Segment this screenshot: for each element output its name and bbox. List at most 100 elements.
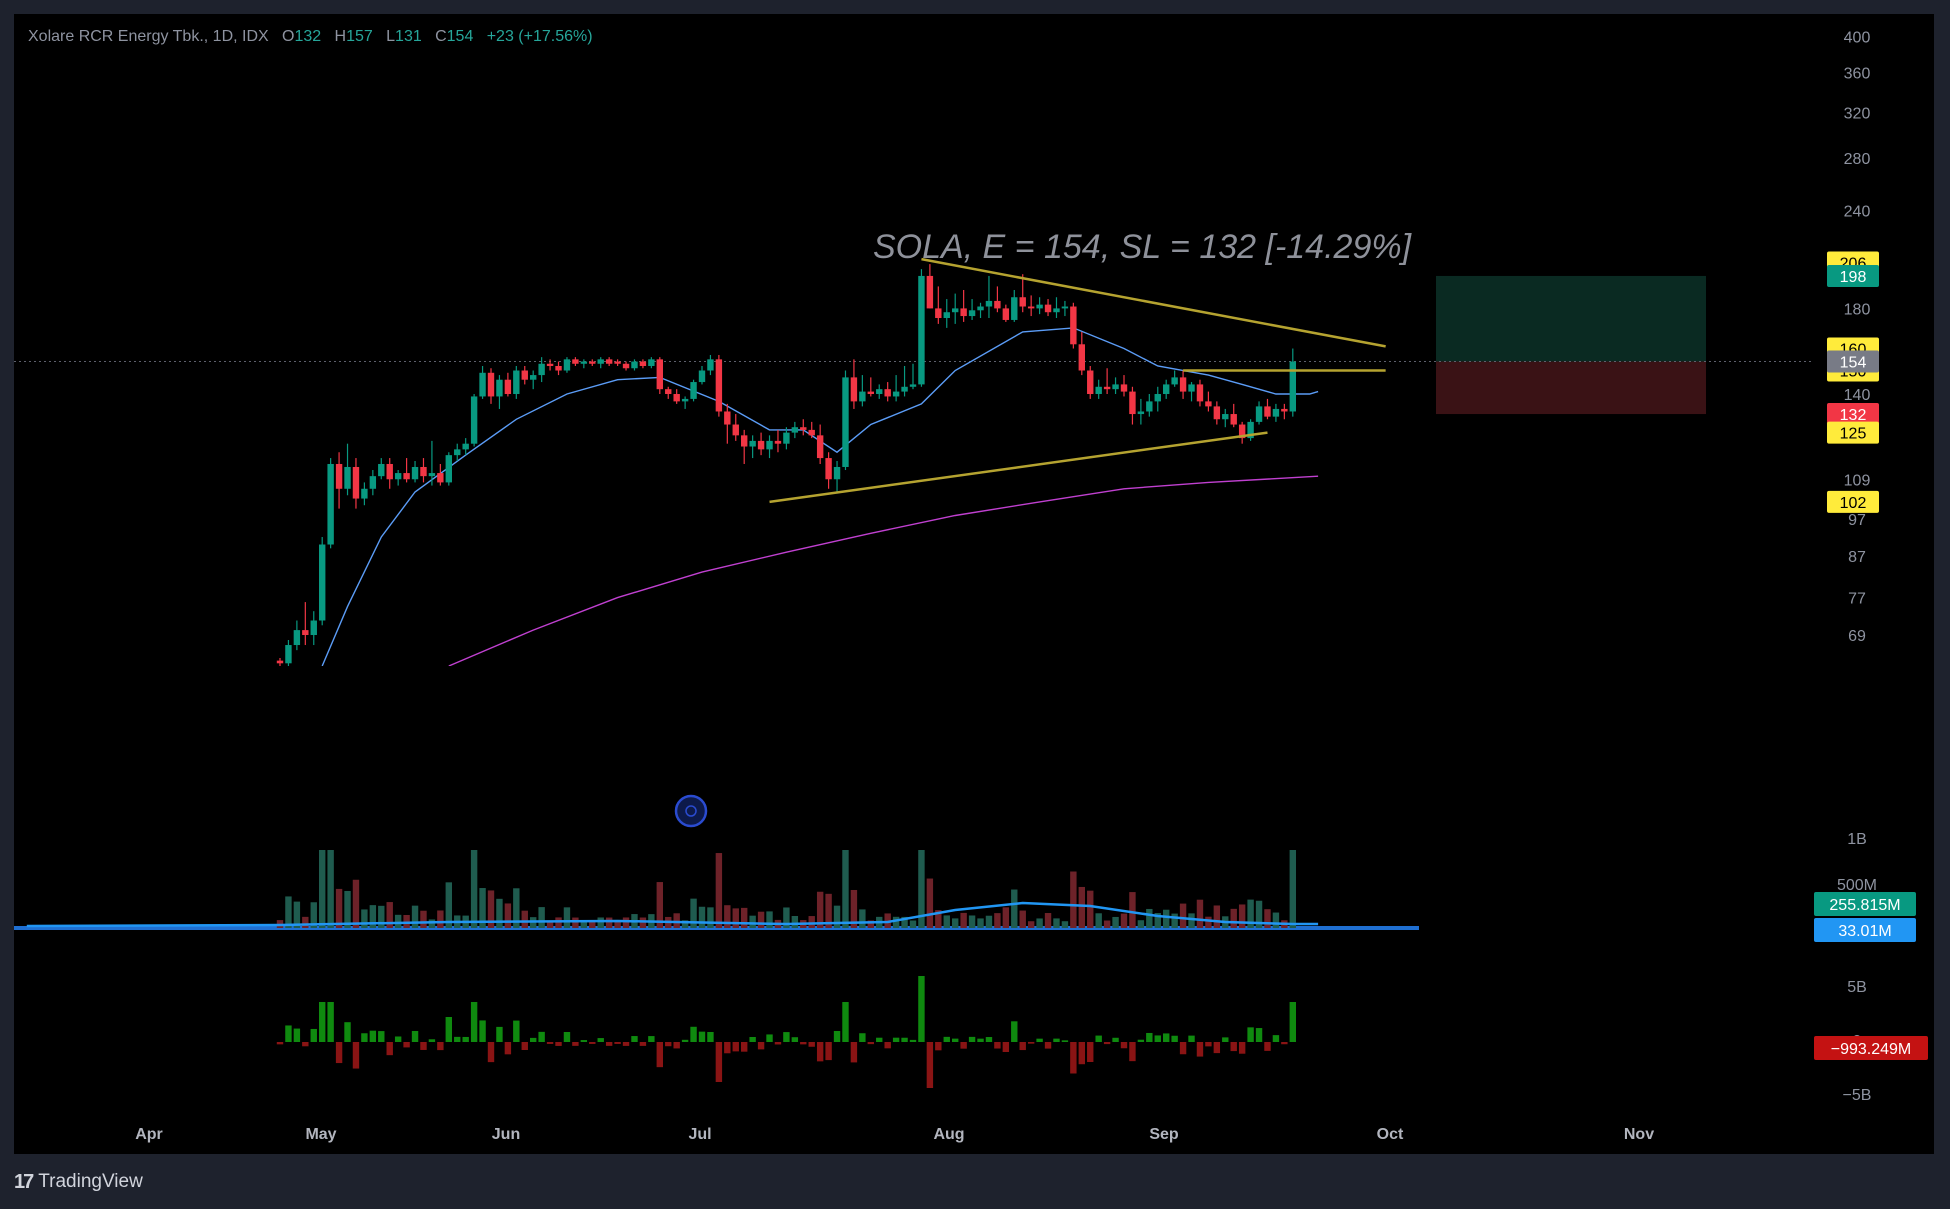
candle-body[interactable] [952, 308, 959, 313]
candle-body[interactable] [1281, 408, 1288, 412]
candle-body[interactable] [546, 363, 554, 366]
candle-body[interactable] [1146, 401, 1153, 412]
candle-body[interactable] [985, 300, 993, 307]
candle-body[interactable] [1179, 377, 1187, 392]
candle-body[interactable] [1078, 344, 1085, 371]
candle-body[interactable] [335, 463, 343, 489]
candle-body[interactable] [1238, 424, 1246, 439]
candle-body[interactable] [681, 398, 689, 402]
candle-body[interactable] [977, 306, 984, 311]
candle-body[interactable] [622, 363, 630, 369]
candle-body[interactable] [766, 440, 773, 450]
candle-body[interactable] [800, 427, 807, 430]
candle-body[interactable] [352, 466, 360, 499]
candle-body[interactable] [884, 389, 891, 397]
candle-body[interactable] [428, 473, 436, 477]
candle-body[interactable] [1011, 297, 1018, 320]
chart-frame[interactable]: SOLA, E = 154, SL = 132 [-14.29%] 400 360 3… [14, 14, 1934, 1154]
candle-body[interactable] [808, 429, 815, 436]
candle-body[interactable] [597, 359, 604, 364]
candle-body[interactable] [504, 379, 512, 395]
candle-body[interactable] [420, 466, 427, 477]
candle-body[interactable] [757, 440, 765, 450]
candle-body[interactable] [960, 308, 967, 317]
candle-body[interactable] [302, 630, 309, 636]
candle-body[interactable] [665, 389, 672, 395]
candle-body[interactable] [994, 300, 1001, 309]
candle-body[interactable] [631, 361, 638, 369]
candle-body[interactable] [1070, 306, 1077, 345]
candle-body[interactable] [530, 375, 537, 380]
candle-body[interactable] [1272, 408, 1280, 417]
chart-canvas[interactable]: SOLA, E = 154, SL = 132 [-14.29%] 400 360 3… [14, 14, 1934, 1154]
candle-body[interactable] [394, 473, 402, 480]
candle-body[interactable] [1103, 386, 1111, 390]
candle-body[interactable] [403, 473, 410, 480]
candle-body[interactable] [1120, 384, 1128, 392]
candle-body[interactable] [513, 370, 520, 395]
candle-body[interactable] [605, 359, 613, 364]
candle-body[interactable] [1213, 406, 1221, 420]
candle-body[interactable] [1087, 370, 1094, 395]
candle-body[interactable] [968, 310, 976, 317]
candle-body[interactable] [293, 630, 301, 646]
candle-body[interactable] [361, 488, 368, 499]
candle-body[interactable] [445, 455, 452, 483]
candle-body[interactable] [521, 370, 528, 380]
candle-body[interactable] [580, 361, 588, 364]
candle-body[interactable] [378, 463, 385, 477]
candle-body[interactable] [1019, 297, 1026, 307]
candle-body[interactable] [327, 463, 334, 545]
candle-body[interactable] [1095, 386, 1102, 395]
candle-body[interactable] [1205, 401, 1212, 407]
candle-body[interactable] [909, 384, 917, 387]
candle-body[interactable] [1129, 391, 1136, 415]
candle-body[interactable] [1247, 421, 1254, 439]
candle-body[interactable] [454, 449, 461, 456]
candle-body[interactable] [589, 361, 596, 364]
candle-body[interactable] [1053, 308, 1060, 313]
candle-body[interactable] [833, 466, 841, 480]
candle-body[interactable] [1188, 384, 1195, 392]
candle-body[interactable] [656, 359, 663, 390]
candle-body[interactable] [1027, 306, 1035, 309]
candle-body[interactable] [774, 440, 782, 444]
brand-name[interactable]: TradingView [38, 1171, 143, 1192]
candle-body[interactable] [614, 361, 621, 364]
candle-body[interactable] [749, 440, 756, 447]
candle-body[interactable] [1137, 411, 1145, 415]
candle-body[interactable] [1112, 384, 1119, 390]
candle-body[interactable] [825, 458, 832, 480]
candle-body[interactable] [926, 275, 934, 309]
candle-body[interactable] [479, 372, 486, 397]
candle-body[interactable] [1196, 384, 1204, 402]
tradingview-logo-icon[interactable]: 17 [14, 1170, 34, 1193]
candle-body[interactable] [386, 463, 393, 480]
candle-body[interactable] [310, 620, 317, 636]
candle-body[interactable] [901, 386, 908, 392]
candle-body[interactable] [698, 370, 706, 383]
candle-body[interactable] [411, 466, 419, 480]
candle-body[interactable] [732, 424, 739, 436]
candle-body[interactable] [1163, 384, 1170, 395]
candle-body[interactable] [1036, 304, 1043, 309]
candle-body[interactable] [783, 432, 790, 444]
candle-body[interactable] [816, 435, 824, 459]
candle-body[interactable] [538, 363, 545, 376]
candle-body[interactable] [1289, 361, 1296, 412]
candle-body[interactable] [462, 443, 469, 450]
candle-body[interactable] [1230, 414, 1237, 425]
candle-body[interactable] [1154, 394, 1161, 402]
candle-body[interactable] [276, 660, 284, 664]
candle-body[interactable] [470, 396, 478, 444]
candle-body[interactable] [1264, 406, 1271, 417]
candle-body[interactable] [1044, 304, 1052, 313]
candle-body[interactable] [1171, 377, 1178, 385]
candle-body[interactable] [555, 365, 562, 371]
candle-body[interactable] [437, 473, 444, 483]
candle-body[interactable] [496, 379, 503, 397]
candle-body[interactable] [487, 372, 495, 397]
candle-body[interactable] [741, 435, 748, 447]
candle-body[interactable] [842, 377, 849, 467]
candle-body[interactable] [285, 645, 292, 664]
